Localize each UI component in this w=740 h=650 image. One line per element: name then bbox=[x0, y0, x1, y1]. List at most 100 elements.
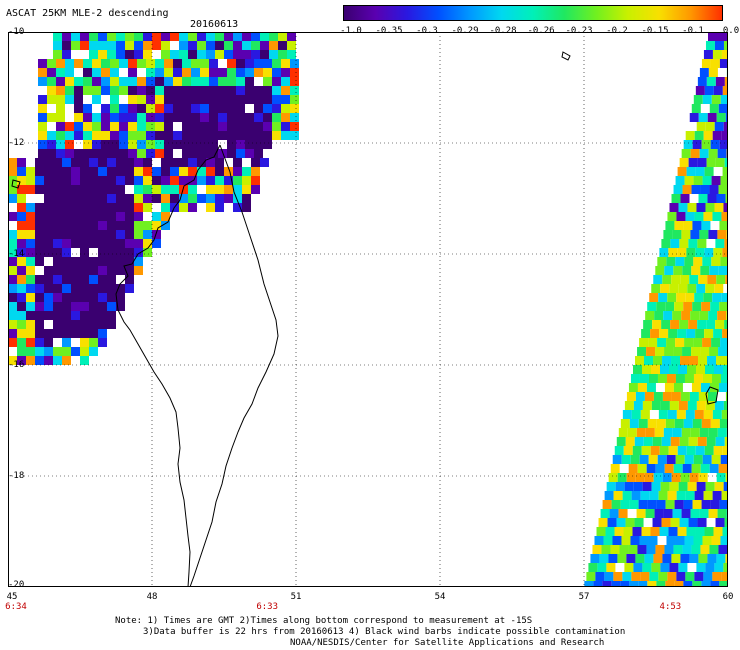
swath-cell bbox=[137, 122, 146, 131]
swath-cell bbox=[616, 437, 626, 446]
swath-cell bbox=[125, 167, 134, 176]
swath-cell bbox=[682, 185, 692, 194]
swath-cell bbox=[170, 158, 179, 167]
swath-cell bbox=[707, 275, 717, 284]
swath-cell bbox=[116, 176, 125, 185]
swath-cell bbox=[664, 266, 674, 275]
swath-cell bbox=[233, 176, 242, 185]
swath-cell bbox=[227, 59, 236, 68]
swath-cell bbox=[173, 104, 182, 113]
swath-cell bbox=[245, 86, 254, 95]
swath-cell bbox=[236, 140, 245, 149]
swath-cell bbox=[98, 302, 107, 311]
swath-cell bbox=[26, 257, 35, 266]
swath-cell bbox=[71, 284, 80, 293]
swath-cell bbox=[686, 527, 696, 536]
swath-cell bbox=[191, 95, 200, 104]
swath-cell bbox=[678, 203, 688, 212]
swath-cell bbox=[101, 68, 110, 77]
swath-cell bbox=[119, 77, 128, 86]
swath-cell bbox=[218, 104, 227, 113]
swath-cell bbox=[703, 572, 713, 581]
swath-cell bbox=[648, 338, 658, 347]
swath-cell bbox=[152, 212, 161, 221]
swath-cell bbox=[134, 221, 143, 230]
swath-cell bbox=[125, 257, 134, 266]
swath-cell bbox=[146, 59, 155, 68]
swath-cell bbox=[134, 176, 143, 185]
swath-cell bbox=[722, 167, 728, 176]
swath-cell bbox=[119, 86, 128, 95]
swath-cell bbox=[676, 410, 686, 419]
swath-cell bbox=[263, 68, 272, 77]
swath-cell bbox=[35, 356, 44, 365]
swath-cell bbox=[665, 302, 675, 311]
swath-cell bbox=[71, 158, 80, 167]
swath-cell bbox=[146, 122, 155, 131]
swath-cell bbox=[652, 437, 662, 446]
swath-cell bbox=[38, 68, 47, 77]
swath-cell bbox=[170, 176, 179, 185]
swath-cell bbox=[671, 356, 681, 365]
swath-cell bbox=[110, 59, 119, 68]
swath-cell bbox=[89, 230, 98, 239]
swath-cell bbox=[269, 50, 278, 59]
swath-cell bbox=[71, 347, 80, 356]
swath-cell bbox=[200, 113, 209, 122]
swath-cell bbox=[134, 185, 143, 194]
swath-cell bbox=[35, 221, 44, 230]
swath-cell bbox=[704, 329, 714, 338]
swath-cell bbox=[269, 41, 278, 50]
swath-cell bbox=[714, 563, 724, 572]
swath-cell bbox=[691, 383, 701, 392]
swath-cell bbox=[717, 509, 727, 518]
swath-cell bbox=[629, 419, 639, 428]
swath-cell bbox=[17, 158, 26, 167]
swath-cell bbox=[716, 356, 726, 365]
swath-cell bbox=[17, 356, 26, 365]
swath-cell bbox=[680, 473, 690, 482]
swath-cell bbox=[155, 95, 164, 104]
swath-cell bbox=[708, 68, 718, 77]
swath-cell bbox=[654, 509, 664, 518]
swath-cell bbox=[710, 140, 720, 149]
swath-cell bbox=[143, 185, 152, 194]
swath-cell bbox=[700, 185, 710, 194]
swath-cell bbox=[664, 347, 674, 356]
swath-cell bbox=[116, 284, 125, 293]
swath-cell bbox=[119, 59, 128, 68]
swath-cell bbox=[721, 491, 728, 500]
swath-cell bbox=[667, 410, 677, 419]
swath-cell bbox=[723, 122, 728, 131]
swath-cell bbox=[691, 464, 701, 473]
swath-cell bbox=[98, 221, 107, 230]
swath-cell bbox=[620, 500, 630, 509]
swath-cell bbox=[660, 563, 670, 572]
swath-cell bbox=[720, 536, 728, 545]
swath-cell bbox=[691, 347, 701, 356]
swath-cell bbox=[143, 230, 152, 239]
swath-cell bbox=[700, 464, 710, 473]
swath-cell bbox=[53, 329, 62, 338]
swath-cell bbox=[695, 446, 705, 455]
swath-cell bbox=[690, 509, 700, 518]
swath-cell bbox=[652, 320, 662, 329]
swath-cell bbox=[655, 545, 665, 554]
swath-cell bbox=[705, 41, 715, 50]
swath-cell bbox=[80, 338, 89, 347]
swath-cell bbox=[242, 194, 251, 203]
swath-cell bbox=[722, 446, 728, 455]
swath-cell bbox=[700, 545, 710, 554]
swath-cell bbox=[699, 68, 709, 77]
longitude-label: 48 bbox=[146, 592, 158, 602]
swath-cell bbox=[44, 239, 53, 248]
swath-cell bbox=[714, 482, 724, 491]
swath-cell bbox=[74, 77, 83, 86]
swath-cell bbox=[116, 302, 125, 311]
swath-cell bbox=[110, 86, 119, 95]
swath-cell bbox=[53, 248, 62, 257]
colorbar-tick-label: -0.1 bbox=[682, 26, 704, 36]
swath-cell bbox=[651, 563, 661, 572]
latitude-label: -20 bbox=[8, 580, 25, 590]
swath-cell bbox=[646, 347, 656, 356]
